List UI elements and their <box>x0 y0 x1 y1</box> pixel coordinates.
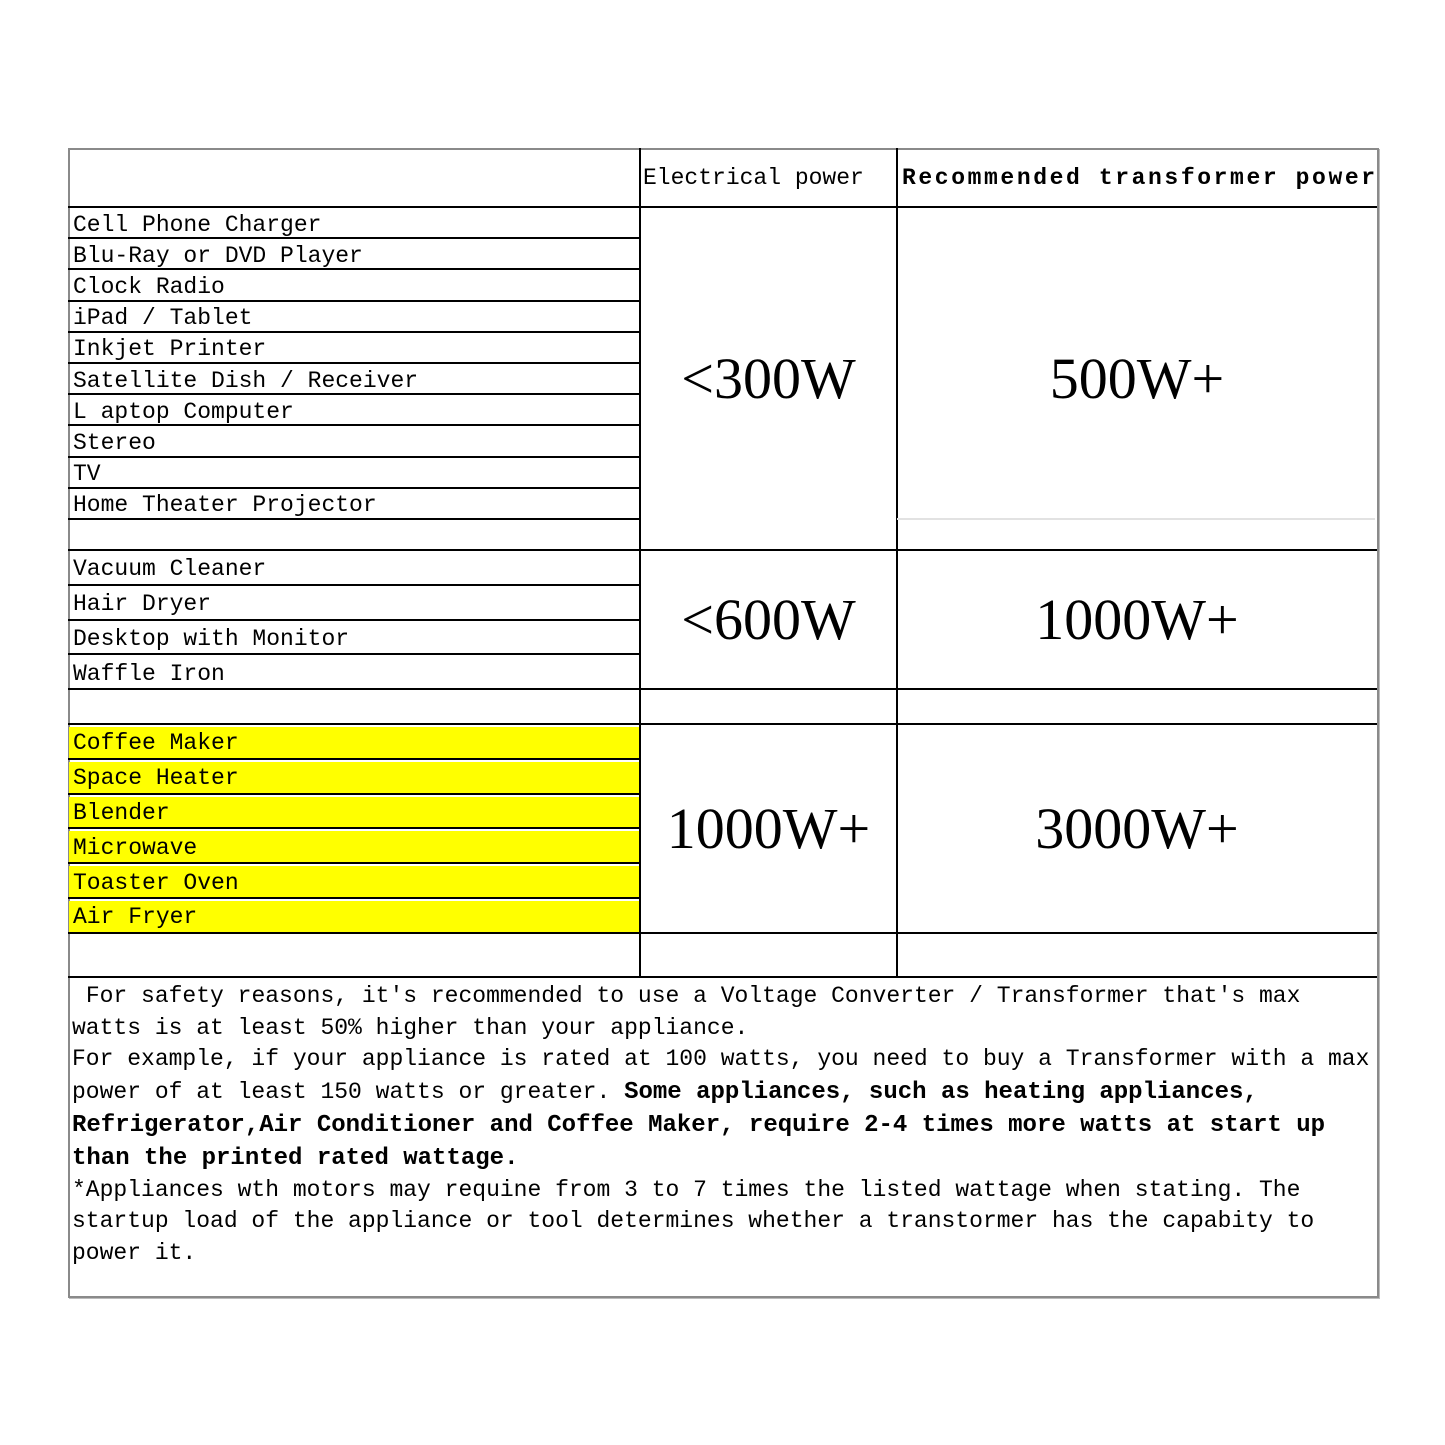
rule <box>68 976 1377 978</box>
item: Blender <box>69 796 639 830</box>
item: Space Heater <box>69 761 639 795</box>
rule <box>640 688 1377 690</box>
rule <box>68 237 639 240</box>
power-value: <600W <box>681 587 856 652</box>
note-motors: *Appliances wth motors may requine from … <box>72 1176 1315 1266</box>
note-example: For example, if your appliance is rated … <box>72 1046 1370 1105</box>
rule <box>68 486 639 489</box>
item: Microwave <box>69 831 639 865</box>
rule <box>897 518 1375 520</box>
header-power: Electrical power <box>643 165 864 191</box>
item: Inkjet Printer <box>73 336 267 363</box>
item: Hair Dryer <box>73 591 212 618</box>
note: For safety reasons, it's recommended to … <box>72 981 1372 1269</box>
rule <box>68 424 639 427</box>
item: Clock Radio <box>73 273 225 300</box>
rule <box>896 148 898 977</box>
rule <box>68 862 639 865</box>
item: Toaster Oven <box>69 866 639 899</box>
power-value: <300W <box>681 346 856 411</box>
item: Air Fryer <box>69 901 639 934</box>
rule <box>68 393 639 396</box>
rule <box>68 330 639 333</box>
item: TV <box>73 461 101 488</box>
transformer-value: 500W+ <box>1049 346 1225 411</box>
rule <box>68 362 639 364</box>
item: Coffee Maker <box>69 727 639 760</box>
item: Home Theater Projector <box>73 492 377 519</box>
rule <box>68 455 639 458</box>
item: Desktop with Monitor <box>73 625 350 652</box>
transformer-value: 1000W+ <box>1035 587 1239 652</box>
rule <box>68 897 639 899</box>
rule <box>68 268 639 271</box>
item: L aptop Computer <box>73 398 294 425</box>
rule <box>68 549 1377 551</box>
rule <box>68 618 639 621</box>
item: iPad / Tablet <box>73 305 253 332</box>
rule <box>68 931 639 934</box>
item: Vacuum Cleaner <box>73 556 267 583</box>
note-intro: For safety reasons, it's recommended to … <box>72 983 1315 1041</box>
rule <box>639 148 641 977</box>
item: Waffle Iron <box>73 660 225 687</box>
item: Stereo <box>73 429 156 456</box>
item: Blu-Ray or DVD Player <box>73 242 363 269</box>
rule <box>68 688 639 690</box>
header-transformer: Recommended transformer power <box>902 165 1378 191</box>
rule <box>68 299 639 302</box>
rule <box>68 792 639 795</box>
transformer-value: 3000W+ <box>1035 795 1239 861</box>
rule <box>68 827 639 830</box>
rule <box>68 757 639 760</box>
rule <box>68 583 639 586</box>
rule <box>68 653 639 656</box>
rule <box>68 723 1377 725</box>
power-value: 1000W+ <box>666 795 871 861</box>
note-bold: Some appliances, such as heating applian… <box>72 1078 1326 1172</box>
rule <box>68 518 639 520</box>
rule <box>68 206 1377 208</box>
rule <box>640 931 1377 934</box>
item: Satellite Dish / Receiver <box>73 367 419 394</box>
item: Cell Phone Charger <box>73 211 322 238</box>
note-example-block: For example, if your appliance is rated … <box>72 1044 1372 1175</box>
